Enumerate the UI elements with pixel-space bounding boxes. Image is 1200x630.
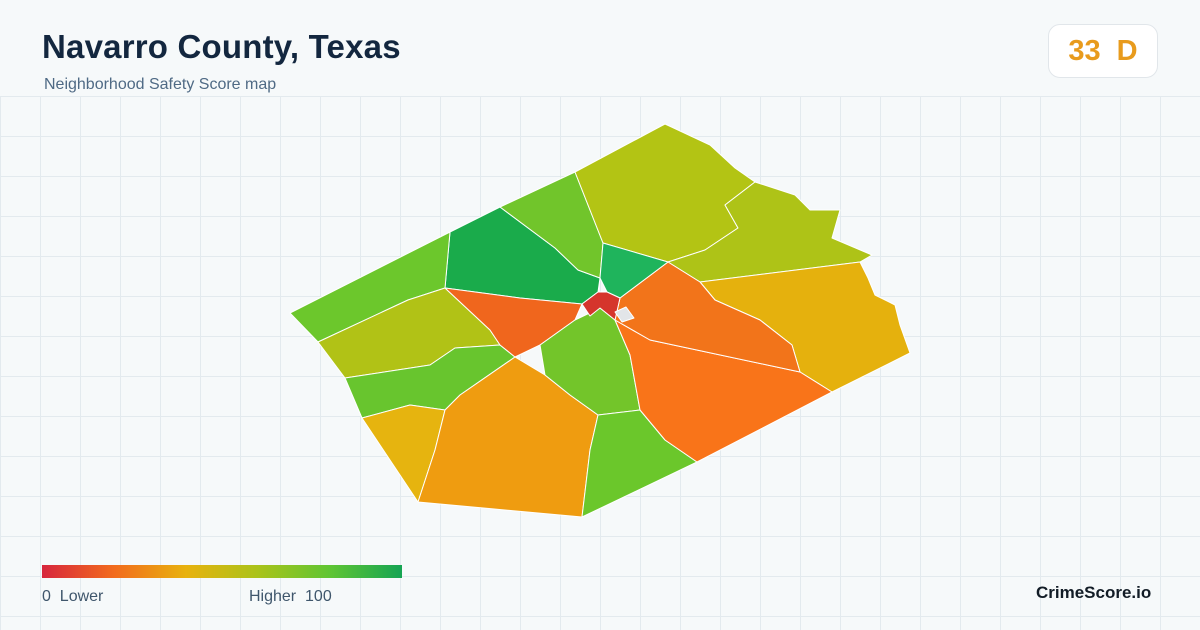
page-subtitle: Neighborhood Safety Score map [44,76,277,93]
legend-min-label: Lower [59,588,104,605]
score-value: 33 [1068,34,1101,67]
score-grade: D [1116,34,1138,67]
region-city-core[interactable] [581,291,621,321]
legend-max-label: Higher [249,588,297,605]
legend-low: 0 Lower [42,588,103,606]
page-title: Navarro County, Texas [42,28,401,65]
region-city-north[interactable] [599,242,669,299]
legend-min-value: 0 [42,588,51,605]
region-city-unrated [614,306,635,323]
region-east-wedge[interactable] [614,261,801,373]
region-east-central-north[interactable] [667,181,873,283]
score-badge: 33 D [1048,24,1158,78]
legend-gradient-bar [42,565,402,578]
brand-logo-text[interactable]: CrimeScore.io [1036,583,1152,602]
legend-high: Higher 100 [249,588,332,606]
legend-max-value: 100 [305,588,332,605]
